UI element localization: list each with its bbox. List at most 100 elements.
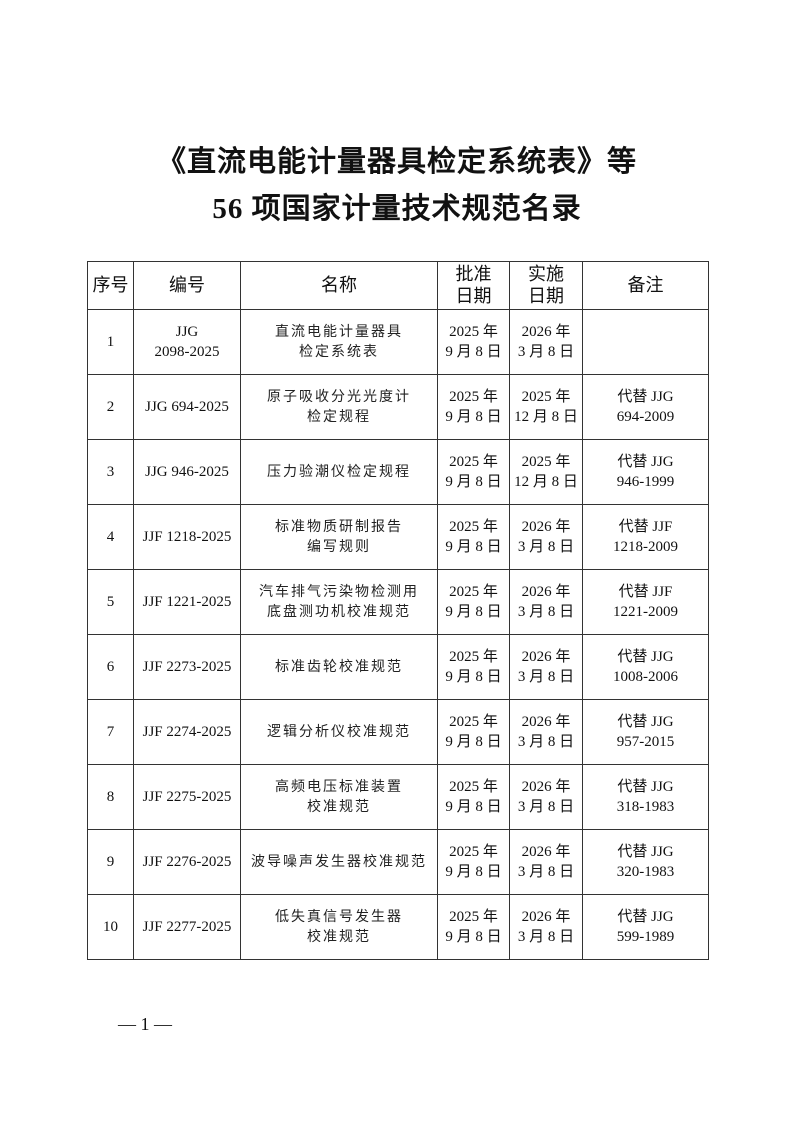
cell-seq: 1 <box>87 309 134 375</box>
cell-approve-date-line: 9 月 8 日 <box>445 604 502 620</box>
cell-code: JJF 2276-2025 <box>133 829 241 895</box>
cell-name-line: 检定规程 <box>307 409 371 425</box>
cell-remark-line: 957-2015 <box>616 734 675 750</box>
cell-code: JJF 2275-2025 <box>133 764 241 830</box>
cell-effective-date: 2025 年 12 月 8 日 <box>509 374 583 440</box>
header-seq: 序号 <box>87 261 134 310</box>
header-code: 编号 <box>133 261 241 310</box>
cell-code: JJF 2277-2025 <box>133 894 241 960</box>
cell-code-line: JJF 2277-2025 <box>142 919 232 935</box>
cell-approve-date-line: 2025 年 <box>449 909 498 925</box>
cell-code: JJF 1218-2025 <box>133 504 241 570</box>
cell-remark: 代替 JJG 1008-2006 <box>582 634 709 700</box>
cell-name: 波导噪声发生器校准规范 <box>240 829 438 895</box>
cell-name-line: 检定系统表 <box>299 344 379 360</box>
cell-name: 汽车排气污染物检测用 底盘测功机校准规范 <box>240 569 438 635</box>
cell-remark-line: 599-1989 <box>616 929 675 945</box>
table-row: 6 JJF 2273-2025 标准齿轮校准规范 2025 年 9 月 8 日 2026 … <box>87 634 709 700</box>
cell-effective-date-line: 12 月 8 日 <box>514 474 578 490</box>
cell-code-line: JJF 1218-2025 <box>142 529 232 545</box>
cell-approve-date-line: 9 月 8 日 <box>445 474 502 490</box>
cell-remark-line: 694-2009 <box>616 409 675 425</box>
header-text: 日期 <box>528 285 564 307</box>
header-text: 名称 <box>321 274 357 296</box>
cell-name-line: 标准物质研制报告 <box>275 519 403 535</box>
cell-name: 逻辑分析仪校准规范 <box>240 699 438 765</box>
cell-seq: 4 <box>87 504 134 570</box>
cell-approve-date-line: 2025 年 <box>449 324 498 340</box>
cell-name-line: 压力验潮仪检定规程 <box>267 464 411 480</box>
cell-approve-date: 2025 年 9 月 8 日 <box>437 309 510 375</box>
cell-name-line: 直流电能计量器具 <box>275 324 403 340</box>
cell-remark <box>582 309 709 375</box>
cell-approve-date-line: 9 月 8 日 <box>445 669 502 685</box>
cell-effective-date-line: 3 月 8 日 <box>517 669 575 685</box>
cell-effective-date-line: 2025 年 <box>521 454 571 470</box>
cell-effective-date: 2026 年 3 月 8 日 <box>509 309 583 375</box>
cell-seq: 5 <box>87 569 134 635</box>
cell-remark-line: 1221-2009 <box>613 604 678 620</box>
cell-approve-date: 2025 年 9 月 8 日 <box>437 374 510 440</box>
cell-effective-date: 2026 年 3 月 8 日 <box>509 504 583 570</box>
cell-code: JJF 2273-2025 <box>133 634 241 700</box>
cell-effective-date-line: 2026 年 <box>521 909 571 925</box>
table-header-row: 序号 编号 名称 批准 日期 实施 日期 备注 <box>87 261 709 310</box>
cell-effective-date: 2025 年 12 月 8 日 <box>509 439 583 505</box>
cell-name: 压力验潮仪检定规程 <box>240 439 438 505</box>
cell-approve-date-line: 2025 年 <box>449 519 498 535</box>
cell-remark-line: 320-1983 <box>616 864 675 880</box>
cell-remark-line: 318-1983 <box>616 799 675 815</box>
cell-approve-date-line: 9 月 8 日 <box>445 864 502 880</box>
cell-approve-date: 2025 年 9 月 8 日 <box>437 634 510 700</box>
cell-approve-date-line: 2025 年 <box>449 584 498 600</box>
cell-approve-date-line: 9 月 8 日 <box>445 799 502 815</box>
table-row: 3 JJG 946-2025 压力验潮仪检定规程 2025 年 9 月 8 日 2025 … <box>87 439 709 505</box>
cell-effective-date-line: 2026 年 <box>521 844 571 860</box>
cell-approve-date-line: 9 月 8 日 <box>445 929 502 945</box>
cell-code: JJF 1221-2025 <box>133 569 241 635</box>
cell-effective-date: 2026 年 3 月 8 日 <box>509 634 583 700</box>
cell-code-line: JJG 694-2025 <box>145 399 229 415</box>
cell-remark-line: 代替 JJG <box>617 779 674 795</box>
cell-remark-line: 代替 JJF <box>618 519 673 535</box>
cell-remark-line: 代替 JJG <box>617 714 674 730</box>
cell-name: 直流电能计量器具 检定系统表 <box>240 309 438 375</box>
cell-approve-date-line: 9 月 8 日 <box>445 409 502 425</box>
cell-code: JJG 946-2025 <box>133 439 241 505</box>
cell-effective-date-line: 2026 年 <box>521 519 571 535</box>
cell-effective-date-line: 3 月 8 日 <box>517 799 575 815</box>
cell-seq: 3 <box>87 439 134 505</box>
header-approve-date: 批准 日期 <box>437 261 510 310</box>
cell-name-line: 底盘测功机校准规范 <box>267 604 411 620</box>
header-text: 日期 <box>455 285 492 307</box>
specification-table: 序号 编号 名称 批准 日期 实施 日期 备注 1 JJG 2098-2025 直流电能计量器具 检定… <box>87 261 709 960</box>
cell-effective-date: 2026 年 3 月 8 日 <box>509 829 583 895</box>
document-title-line1: 《直流电能计量器具检定系统表》等 <box>156 146 637 178</box>
cell-seq: 2 <box>87 374 134 440</box>
cell-effective-date: 2026 年 3 月 8 日 <box>509 894 583 960</box>
cell-approve-date: 2025 年 9 月 8 日 <box>437 829 510 895</box>
page-number: — 1 — <box>118 1014 172 1034</box>
cell-name-line: 汽车排气污染物检测用 <box>259 584 419 600</box>
cell-remark-line: 代替 JJG <box>617 844 674 860</box>
cell-effective-date-line: 2026 年 <box>521 779 571 795</box>
cell-code-line: 2098-2025 <box>154 344 220 360</box>
cell-name-line: 原子吸收分光光度计 <box>267 389 411 405</box>
cell-code-line: JJF 2274-2025 <box>142 724 232 740</box>
cell-name: 原子吸收分光光度计 检定规程 <box>240 374 438 440</box>
cell-code-line: JJF 2276-2025 <box>142 854 232 870</box>
cell-name: 标准物质研制报告 编写规则 <box>240 504 438 570</box>
cell-name-line: 波导噪声发生器校准规范 <box>251 854 427 870</box>
cell-remark-line: 1008-2006 <box>613 669 678 685</box>
cell-code-line: JJG 946-2025 <box>145 464 229 480</box>
cell-remark-line: 1218-2009 <box>613 539 678 555</box>
cell-approve-date-line: 2025 年 <box>449 649 498 665</box>
cell-remark-line: 代替 JJG <box>617 389 674 405</box>
cell-approve-date-line: 2025 年 <box>449 779 498 795</box>
cell-name-line: 标准齿轮校准规范 <box>275 659 403 675</box>
cell-code: JJG 2098-2025 <box>133 309 241 375</box>
